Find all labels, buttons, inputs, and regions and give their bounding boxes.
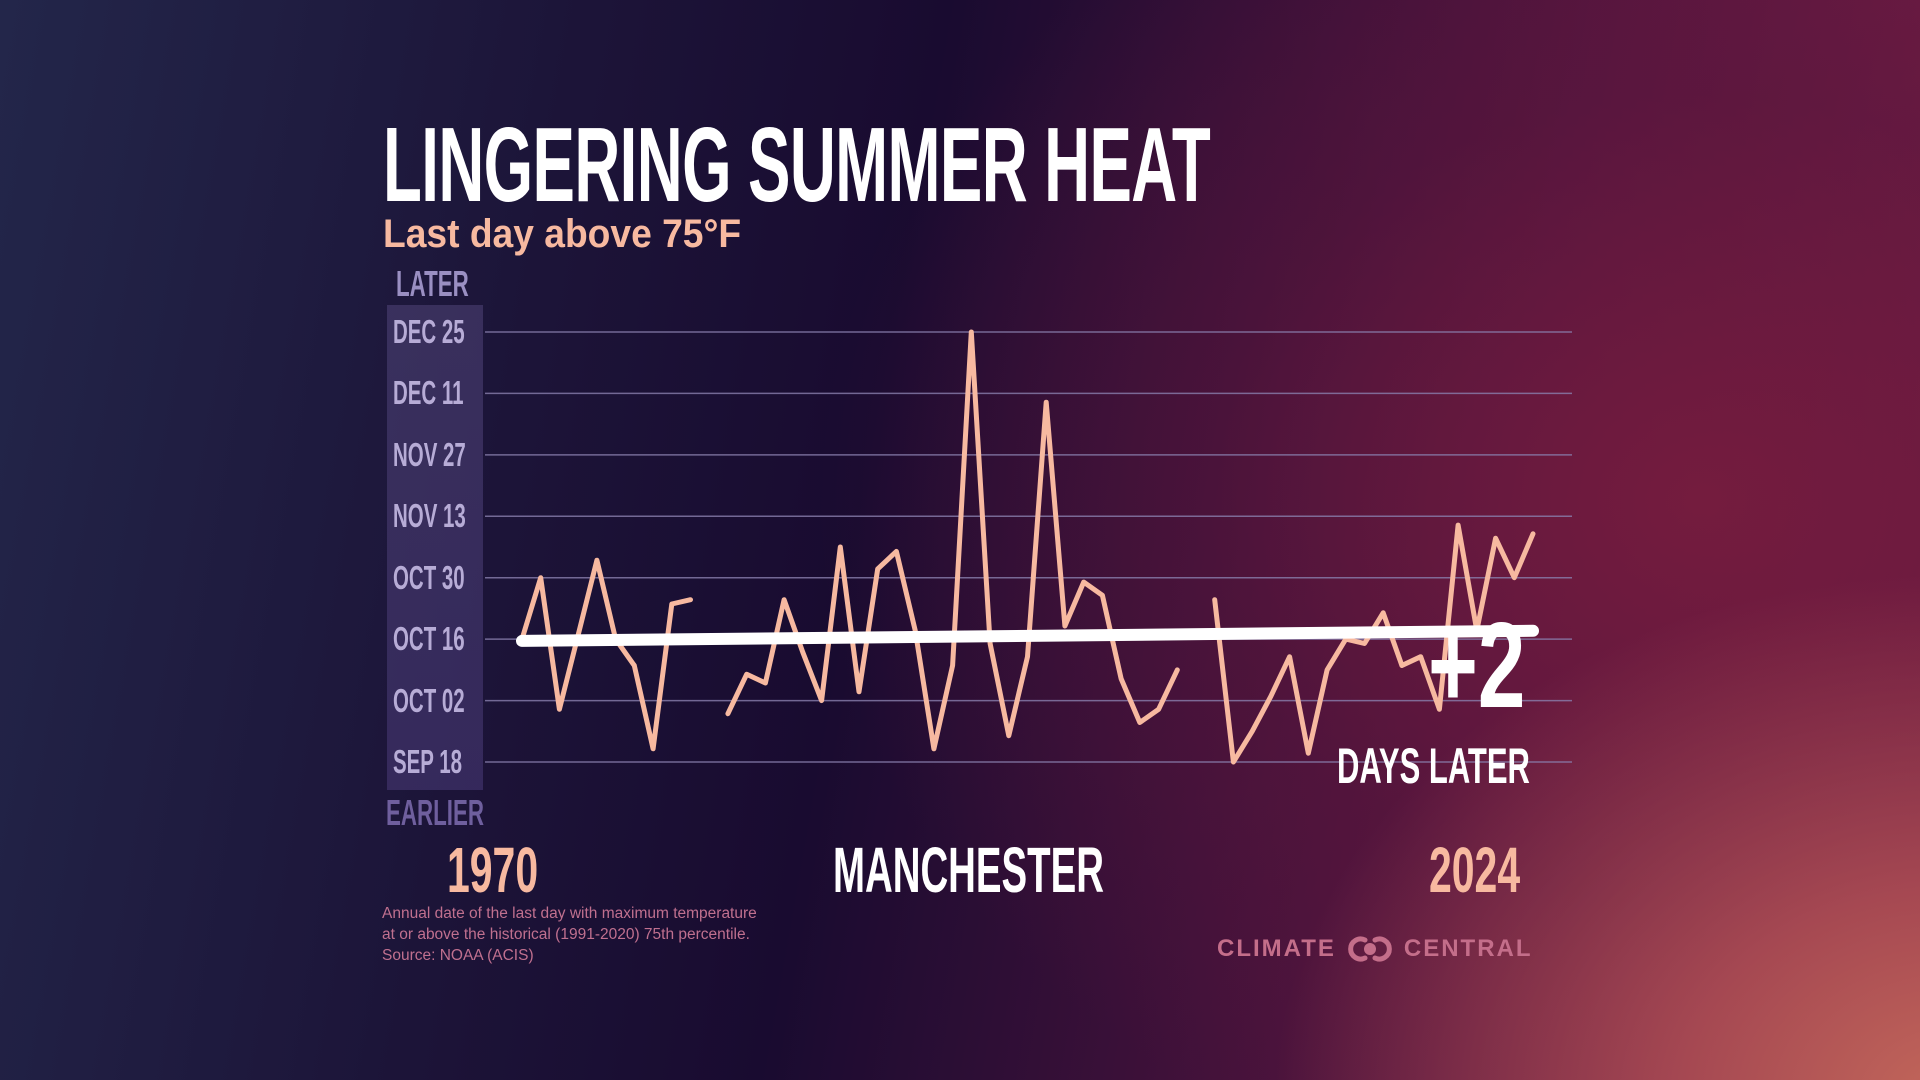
x-axis-end-year: 2024: [1429, 834, 1521, 906]
brand-word-climate: CLIMATE: [1217, 935, 1336, 962]
x-axis-start-year: 1970: [447, 834, 539, 906]
trend-change-value: +2: [1428, 597, 1526, 733]
series-line-segment: [519, 557, 693, 752]
y-tick-label: OCT 02: [393, 681, 465, 719]
trend-line-group: [516, 624, 1539, 647]
footnote-source: Source: NOAA (ACIS): [382, 947, 534, 964]
brand-word-central: CENTRAL: [1403, 935, 1533, 962]
y-tick-label: OCT 30: [393, 558, 465, 596]
y-tick-label: NOV 13: [393, 497, 466, 535]
data-series: [519, 329, 1536, 765]
location-label: MANCHESTER: [833, 834, 1104, 906]
climate-central-brand: CLIMATE CENTRAL: [1217, 934, 1533, 964]
chart-subtitle: Last day above 75°F: [383, 212, 742, 256]
climate-central-logo-icon: [1345, 935, 1395, 963]
footnote-line: Annual date of the last day with maximum…: [382, 905, 757, 922]
y-tick-label: NOV 27: [393, 435, 466, 473]
y-tick-label: DEC 25: [393, 313, 465, 350]
trend-change-label: DAYS LATER: [1337, 738, 1530, 794]
series-line-segment: [725, 329, 1180, 752]
earlier-label: EARLIER: [386, 792, 484, 833]
y-axis-panel: [387, 305, 483, 790]
footnote-line: at or above the historical (1991-2020) 7…: [382, 926, 750, 943]
y-tick-label: SEP 18: [393, 743, 463, 780]
footnote: Annual date of the last day with maximum…: [382, 903, 842, 966]
gridlines: [485, 331, 1572, 763]
chart-title: LINGERING SUMMER HEAT: [383, 106, 1211, 224]
y-tick-label: OCT 16: [393, 620, 465, 658]
y-tick-label: DEC 11: [393, 374, 464, 412]
later-label: LATER: [396, 263, 469, 304]
trend-line: [516, 624, 1539, 647]
